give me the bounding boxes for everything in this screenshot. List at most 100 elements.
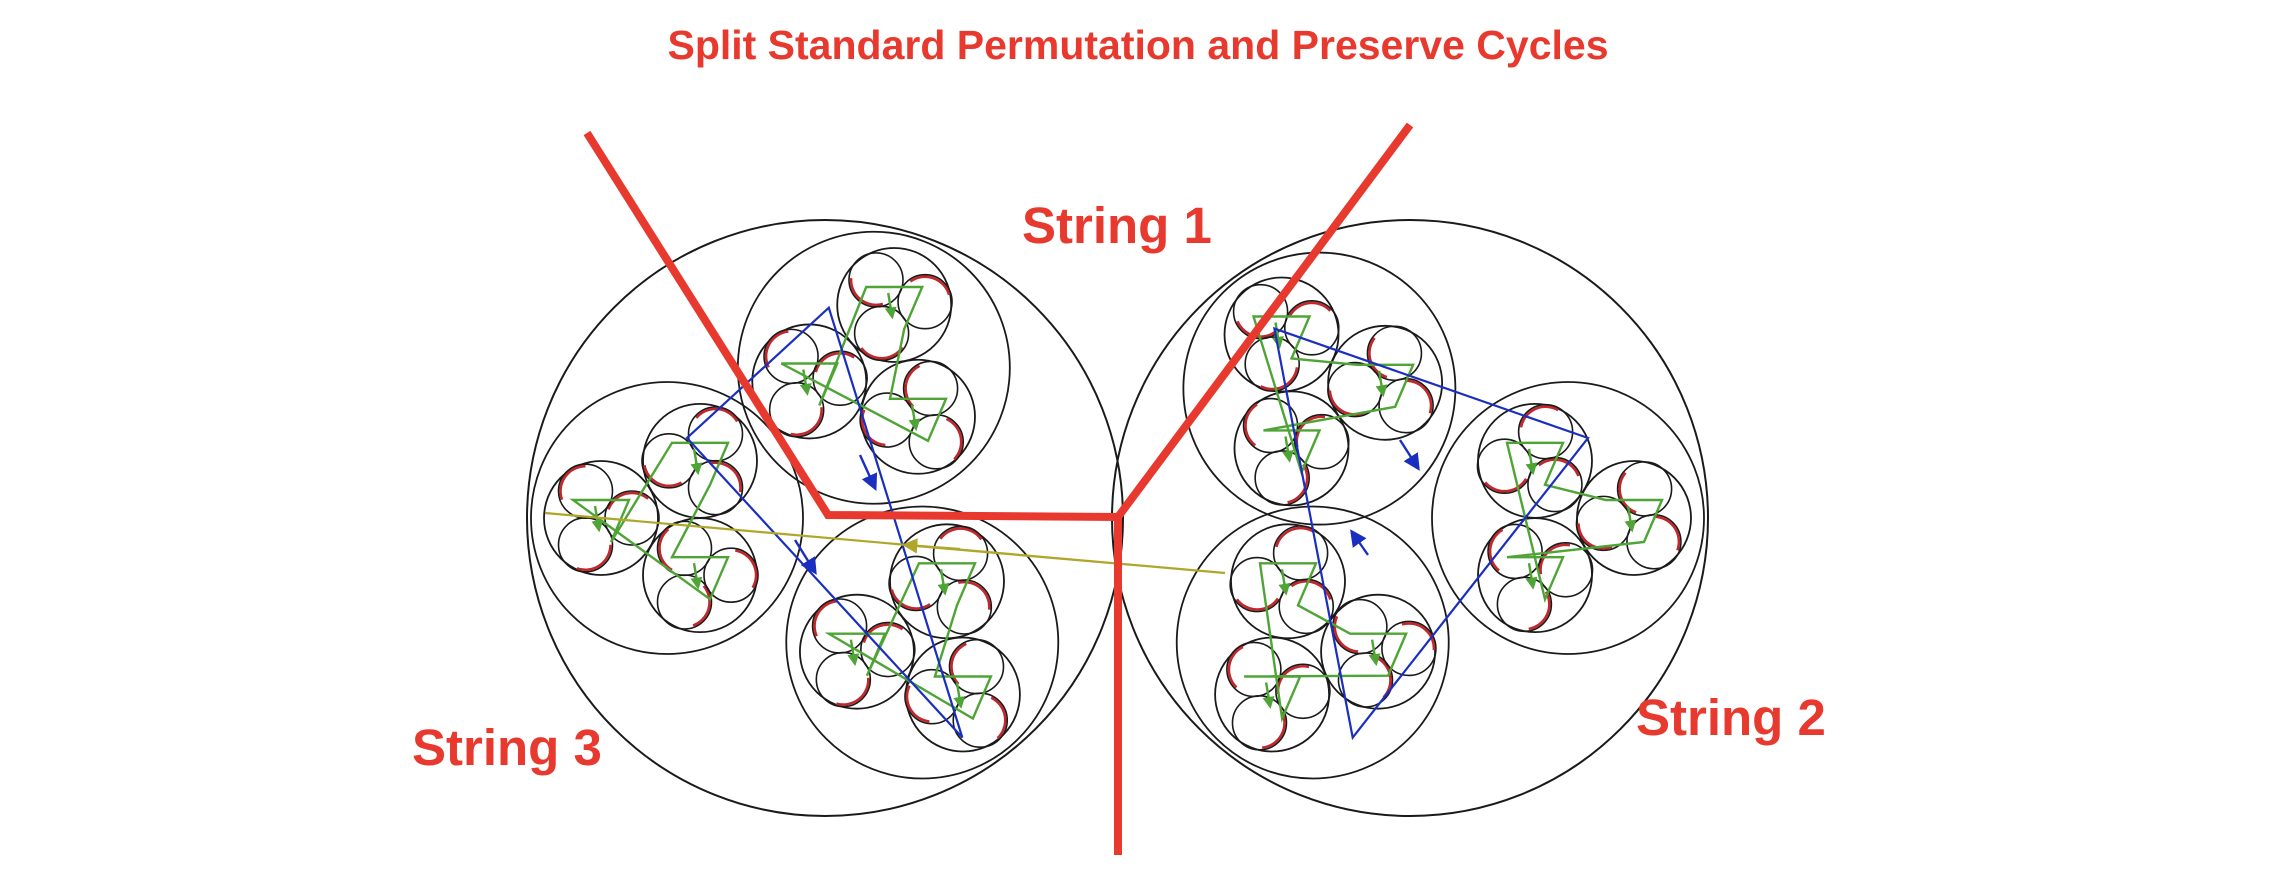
blue-arrow (793, 539, 817, 575)
green-arrow (1375, 370, 1388, 398)
green-arrow (799, 369, 812, 396)
element-circle (1327, 361, 1383, 418)
green-arrow (847, 639, 860, 667)
red-arc (1368, 337, 1388, 379)
element-circle (656, 520, 713, 577)
red-arc (607, 491, 649, 510)
green-cycle-path (780, 285, 948, 443)
green-arrow (884, 292, 897, 320)
element-circle (860, 621, 916, 678)
red-arc (559, 464, 586, 501)
red-arc (1401, 622, 1436, 651)
green-arrow (1272, 322, 1284, 349)
element-circle (1283, 300, 1340, 356)
red-arc (1275, 526, 1316, 548)
red-arc (1244, 403, 1258, 447)
red-arc (945, 417, 963, 461)
element-circle (1575, 495, 1632, 552)
string-3-label: String 3 (412, 719, 602, 776)
red-arc (1653, 515, 1681, 551)
element-circle (888, 555, 944, 612)
red-arc (849, 278, 884, 307)
element-circle (1226, 641, 1282, 698)
mini-cluster-circle (799, 593, 915, 710)
element-circle (848, 252, 904, 308)
blue-cycle-path (685, 305, 964, 739)
red-arc (1488, 528, 1504, 572)
element-circle (1275, 663, 1331, 720)
red-arc (813, 599, 838, 637)
sub-cluster-circle (1431, 381, 1705, 655)
element-circle (1496, 576, 1553, 633)
red-arc (576, 544, 612, 572)
blue-arrow (1350, 529, 1369, 556)
red-arc (862, 623, 904, 644)
red-arc (904, 364, 921, 408)
red-arc (905, 685, 930, 723)
red-arc (790, 407, 823, 436)
element-circle (557, 463, 614, 519)
red-arc (939, 527, 983, 541)
green-arrow (953, 682, 966, 709)
red-arc (1235, 597, 1279, 611)
green-cycle-path (1505, 441, 1664, 603)
red-arc (1577, 523, 1613, 550)
red-arc (1484, 478, 1528, 493)
red-arc (1539, 543, 1571, 575)
element-circle (1244, 336, 1300, 392)
red-arc (1618, 471, 1637, 514)
green-cycle-path (824, 562, 993, 721)
red-arc (1519, 405, 1559, 428)
element-circle (1272, 525, 1329, 581)
blue-cycle-path (1272, 326, 1590, 741)
green-arrow (1282, 436, 1294, 463)
element-circle (952, 692, 1009, 749)
element-circle (1487, 523, 1543, 580)
element-circle (703, 547, 759, 603)
sub-cluster-circle (1182, 251, 1457, 526)
green-arrow (1624, 505, 1637, 533)
element-circle (1231, 695, 1288, 751)
red-arc (1260, 367, 1299, 391)
red-arc (1528, 591, 1551, 631)
element-circle (763, 328, 819, 385)
red-arc (1288, 301, 1332, 317)
split-cut-line-top (583, 122, 1414, 522)
element-circle (1517, 403, 1574, 460)
blue-arrow (1398, 439, 1420, 471)
string-1-label: String 1 (1022, 197, 1212, 254)
red-arc (735, 549, 758, 589)
element-circle (1378, 377, 1434, 434)
sub-cluster-circle (785, 505, 1060, 780)
red-arc (692, 585, 711, 627)
red-arc (836, 677, 870, 706)
cut-lines-layer (583, 122, 1414, 855)
red-arc (957, 580, 991, 610)
green-arrow (1262, 682, 1275, 709)
red-arc (1538, 458, 1580, 477)
red-arc (1290, 580, 1332, 600)
element-circle (1242, 397, 1299, 454)
red-arc (1227, 645, 1244, 689)
element-circle (1381, 620, 1437, 677)
red-arc (710, 461, 742, 493)
green-cycle-path (569, 441, 730, 602)
green-cycle-path (1244, 562, 1408, 723)
red-arc (1404, 379, 1433, 414)
element-circle (687, 406, 744, 462)
element-circle (897, 273, 953, 330)
element-circle (1626, 513, 1682, 570)
element-circle (1293, 413, 1350, 470)
red-arc (643, 464, 683, 488)
green-arrow (690, 563, 703, 590)
element-circle (557, 517, 614, 573)
mini-cluster-circle (543, 460, 659, 576)
sub-cluster-circle (1175, 505, 1450, 780)
outer-group-circle (1111, 219, 1709, 817)
string-2-label: String 2 (1636, 689, 1826, 746)
element-circle (904, 668, 960, 725)
green-arrow (937, 569, 950, 596)
element-circle (656, 574, 713, 630)
